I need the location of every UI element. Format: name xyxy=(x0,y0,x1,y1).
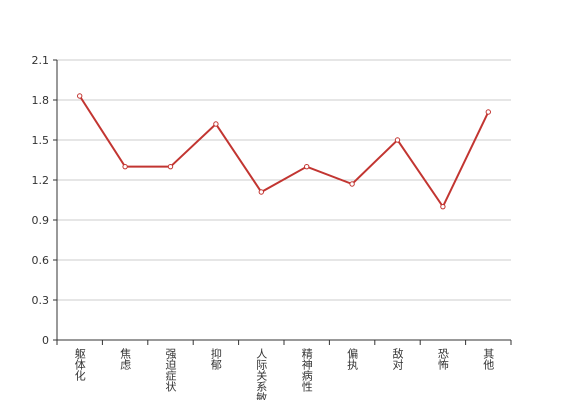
y-tick-label: 1.2 xyxy=(32,174,50,187)
x-tick-label: 精神病性 xyxy=(300,348,313,393)
point xyxy=(122,163,128,170)
y-tick-label: 0.9 xyxy=(32,214,50,227)
x-tick-label: 其他 xyxy=(482,348,495,370)
point xyxy=(77,93,83,99)
y-tick-label: 1.8 xyxy=(32,94,50,107)
y-tick-label: 1.5 xyxy=(32,134,50,147)
line xyxy=(78,95,490,209)
x-tick-label: 抑郁 xyxy=(209,347,222,370)
x-tick-label: 人际关系敏感 xyxy=(255,348,268,400)
point xyxy=(213,121,219,127)
y-tick-label: 0.6 xyxy=(32,254,50,267)
y-tick-label: 0 xyxy=(42,334,49,347)
point xyxy=(258,189,264,195)
x-tick-label: 敌对 xyxy=(391,347,404,370)
point xyxy=(394,137,401,143)
x-tick-label: 躯体化 xyxy=(73,348,86,382)
point xyxy=(349,181,355,187)
y-tick-label: 0.3 xyxy=(32,294,50,307)
point xyxy=(304,163,310,170)
y-tick-label: 2.1 xyxy=(32,54,50,67)
point xyxy=(440,203,446,210)
x-tick-label: 焦虑 xyxy=(119,348,132,370)
point xyxy=(485,109,491,115)
x-tick-label: 强迫症状 xyxy=(164,348,177,392)
point xyxy=(167,163,174,170)
x-tick-label: 偏执 xyxy=(346,347,359,371)
x-tick-label: 恐怖 xyxy=(436,348,449,370)
